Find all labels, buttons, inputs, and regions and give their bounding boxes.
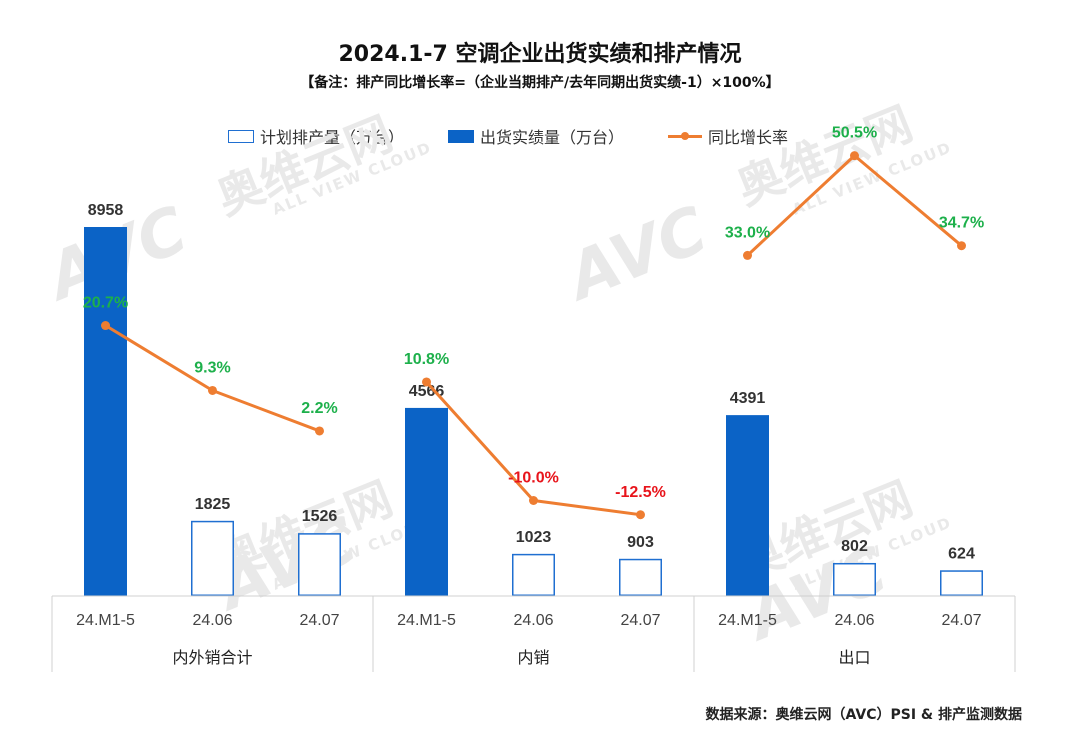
yoy-line	[425, 380, 641, 517]
x-tick-label: 24.06	[834, 612, 874, 629]
legend-item-planned: 计划排产量（万台）	[228, 124, 404, 148]
yoy-label: 2.2%	[301, 400, 337, 417]
legend-label-shipped: 出货实绩量（万台）	[480, 128, 625, 147]
bar-value-label: 8958	[88, 202, 124, 219]
bar-planned	[619, 558, 662, 596]
x-tick-label: 24.M1-5	[718, 612, 777, 629]
bar-shipped	[405, 407, 448, 596]
yoy-line	[104, 324, 321, 433]
legend-swatch-yoy	[668, 129, 703, 143]
legend: 计划排产量（万台） 出货实绩量（万台） 同比增长率	[228, 124, 832, 148]
x-tick-label: 24.M1-5	[397, 612, 456, 629]
legend-item-yoy: 同比增长率	[668, 124, 788, 148]
yoy-point	[636, 510, 645, 520]
yoy-point	[208, 385, 217, 395]
yoy-label: 33.0%	[725, 224, 770, 241]
yoy-label: 10.8%	[404, 351, 449, 368]
bar-value-label: 802	[841, 538, 868, 555]
bar-value-label: 903	[627, 534, 654, 551]
x-tick-label: 24.07	[941, 612, 981, 629]
bar-shipped	[726, 415, 769, 596]
bar-value-label: 1023	[516, 529, 552, 546]
data-source: 数据来源：奥维云网（AVC）PSI & 排产监测数据	[705, 707, 1022, 723]
x-tick-label: 24.07	[620, 612, 660, 629]
bar-planned	[298, 533, 341, 597]
yoy-point	[850, 151, 859, 161]
yoy-point	[315, 426, 324, 436]
yoy-label: -12.5%	[615, 484, 666, 501]
legend-item-shipped: 出货实绩量（万台）	[448, 124, 624, 148]
bar-value-label: 1526	[302, 508, 338, 525]
bar-value-label: 624	[948, 545, 975, 562]
x-tick-label: 24.07	[299, 612, 339, 629]
bar-planned	[940, 570, 983, 596]
yoy-point	[422, 377, 431, 387]
chart-subtitle: 【备注：排产同比增长率=（企业当期排产/去年同期出货实绩-1）×100%】	[300, 75, 780, 91]
bar-planned	[512, 553, 555, 597]
legend-label-planned: 计划排产量（万台）	[260, 128, 405, 147]
yoy-label: -10.0%	[508, 470, 559, 487]
legend-swatch-shipped	[448, 129, 475, 143]
legend-swatch-planned	[228, 129, 254, 143]
group-label: 出口	[838, 648, 870, 667]
bar-shipped	[84, 227, 127, 596]
yoy-point	[529, 496, 538, 505]
bar-value-label: 4391	[730, 390, 766, 407]
group-label: 内销	[517, 648, 549, 667]
x-tick-label: 24.06	[513, 612, 553, 629]
x-tick-label: 24.M1-5	[76, 612, 135, 629]
legend-label-yoy: 同比增长率	[708, 128, 789, 147]
bar-value-label: 1825	[195, 496, 231, 513]
watermark-brand: AVC	[554, 193, 718, 317]
bar-planned	[833, 562, 876, 596]
yoy-point	[743, 250, 752, 260]
x-tick-label: 24.06	[192, 612, 232, 629]
yoy-label: 9.3%	[194, 359, 230, 376]
chart-title: 2024.1-7 空调企业出货实绩和排产情况	[338, 42, 742, 67]
yoy-point	[957, 241, 966, 251]
bar-planned	[191, 520, 234, 596]
bar-value-label: 4566	[409, 383, 445, 400]
yoy-label: 34.7%	[939, 215, 984, 232]
yoy-point	[101, 321, 110, 331]
yoy-label: 20.7%	[83, 295, 128, 312]
group-label: 内外销合计	[172, 648, 252, 667]
yoy-label: 50.5%	[832, 125, 877, 142]
